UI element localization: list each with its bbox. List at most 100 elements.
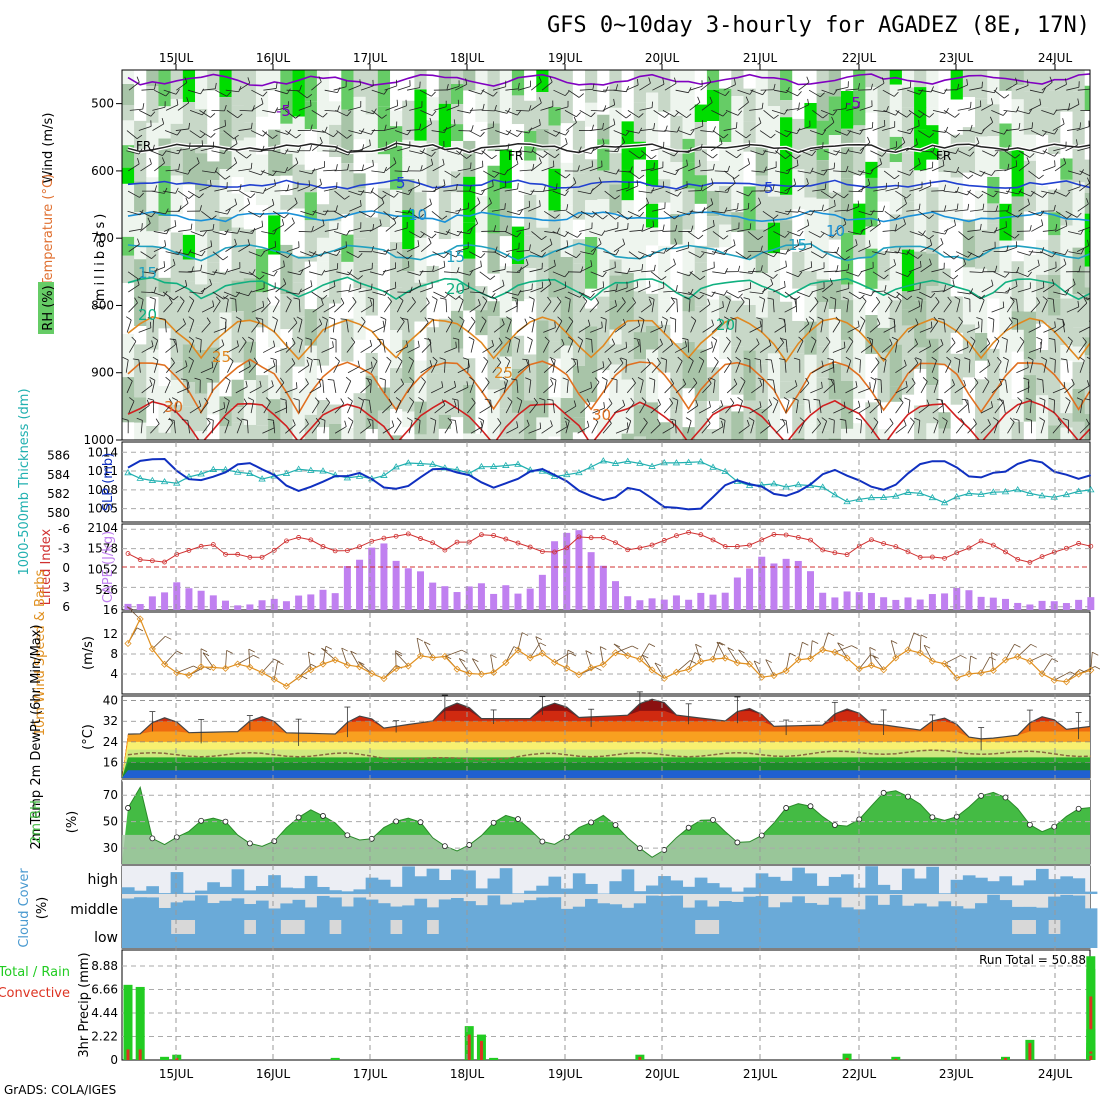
wind-barb — [786, 165, 799, 172]
wind-barb — [552, 271, 565, 278]
wind-barb-flag — [759, 379, 763, 386]
wind-speed-point — [1014, 653, 1022, 661]
wind-barb — [396, 321, 405, 333]
wind-barb — [1017, 288, 1031, 293]
wind-barb-flag — [673, 258, 676, 265]
wind-barb — [713, 379, 716, 393]
rh-fill-cell — [633, 359, 647, 406]
wind-barb-flag — [1049, 76, 1053, 83]
wind-barb — [177, 203, 189, 212]
wind-barb — [141, 271, 155, 274]
wind-barb — [919, 291, 932, 298]
lifted-index-point — [259, 554, 265, 560]
wind-barb — [1041, 109, 1054, 115]
wind-barb — [992, 319, 995, 333]
wind-barb — [225, 89, 239, 93]
wind-barb-flag — [845, 102, 848, 109]
wind-speed-point — [843, 654, 851, 662]
rh-fill-cell — [950, 353, 964, 405]
wind-barb — [275, 382, 285, 394]
wind-barb — [591, 339, 593, 353]
rh-fill-cell — [975, 136, 988, 176]
rh-fill-cell — [219, 312, 233, 361]
wind-barb — [712, 271, 726, 275]
wind-barb — [676, 360, 683, 373]
wind-barb — [383, 248, 397, 253]
wind-barb-flag — [319, 417, 326, 421]
wind-speed-point — [672, 668, 681, 676]
wind-barb-flag — [697, 96, 701, 103]
thickness-point — [940, 499, 949, 506]
wind-barb-flag — [505, 252, 510, 258]
rh-fill-cell — [901, 201, 915, 250]
rh-fill-cell — [755, 317, 769, 364]
wind-barb — [1015, 271, 1029, 278]
cloud-cover-bar — [487, 878, 501, 894]
rh-fill-cell — [767, 253, 781, 291]
wind-barb — [1005, 644, 1015, 661]
rh-fill-cell — [792, 404, 806, 438]
wind-barb — [945, 360, 952, 373]
wind-barb — [140, 163, 152, 172]
wind-barb-flag — [396, 99, 399, 106]
wind-barb-flag — [940, 238, 944, 244]
wind-barb — [309, 386, 322, 394]
wind-barb — [201, 306, 214, 313]
rh-fill-cell — [292, 255, 306, 283]
rh-fill-cell — [377, 154, 391, 189]
rh-fill-cell — [816, 240, 830, 280]
wind-barb — [689, 271, 701, 280]
wind-barb — [585, 650, 592, 668]
thickness-point — [416, 459, 425, 466]
wind-barb-flag — [817, 316, 824, 320]
thickness-point — [124, 469, 132, 476]
wind-barb-flag — [942, 417, 948, 422]
wind-barb — [614, 287, 628, 293]
wind-barb-flag — [592, 83, 595, 90]
wind-barb — [565, 420, 570, 434]
wind-barb-flag — [527, 336, 533, 341]
rh-fill-cell — [731, 346, 745, 395]
wind-barb-flag — [770, 278, 774, 285]
wind-barb — [226, 189, 240, 192]
cloud-cover-bar — [243, 904, 257, 920]
rh-fill-cell — [853, 90, 866, 126]
wind-barb — [687, 149, 701, 152]
wind-barb-flag — [970, 124, 973, 131]
rh-fill-cell — [158, 165, 172, 217]
wind-barb-flag — [454, 380, 457, 387]
rh-fill-cell — [633, 102, 647, 142]
wind-barb — [954, 385, 966, 394]
wind-barb-flag — [891, 336, 898, 341]
cape-bar — [599, 565, 607, 610]
wind-barb — [285, 187, 299, 192]
wind-barb — [1029, 360, 1034, 373]
wind-barb — [1080, 400, 1083, 414]
wind-barb — [772, 400, 779, 414]
rh-fill-cell — [195, 153, 208, 190]
thickness-tick-label: 582 — [47, 487, 70, 501]
precip-tick-label: 0 — [110, 1053, 118, 1067]
wind-barb-flag — [363, 399, 370, 401]
wind-barb-flag — [459, 658, 466, 662]
wind-barb-flag — [736, 336, 742, 342]
wind-barb-flag — [832, 110, 838, 116]
wind-barb-flag — [358, 397, 364, 401]
wind-barb — [202, 422, 211, 434]
lifted-index-point — [820, 547, 826, 553]
wind-barb — [858, 210, 872, 216]
rh-fill-cell — [901, 70, 915, 88]
wind-barb — [189, 291, 203, 295]
wind-barb-flag — [909, 170, 914, 176]
rh-fill-cell — [682, 311, 696, 342]
wind-barb-flag — [573, 177, 577, 184]
wind-barb-flag — [247, 239, 251, 246]
wind-barb — [761, 271, 774, 279]
cloud-cover-bar — [524, 900, 537, 920]
wind-barb-flag — [308, 651, 315, 656]
rh-fill-cell — [146, 231, 160, 247]
wind-barb-flag — [1037, 259, 1040, 266]
rh-fill-cell — [316, 400, 330, 428]
wind-barb-flag — [734, 174, 740, 179]
wind-barb-flag — [573, 400, 577, 407]
